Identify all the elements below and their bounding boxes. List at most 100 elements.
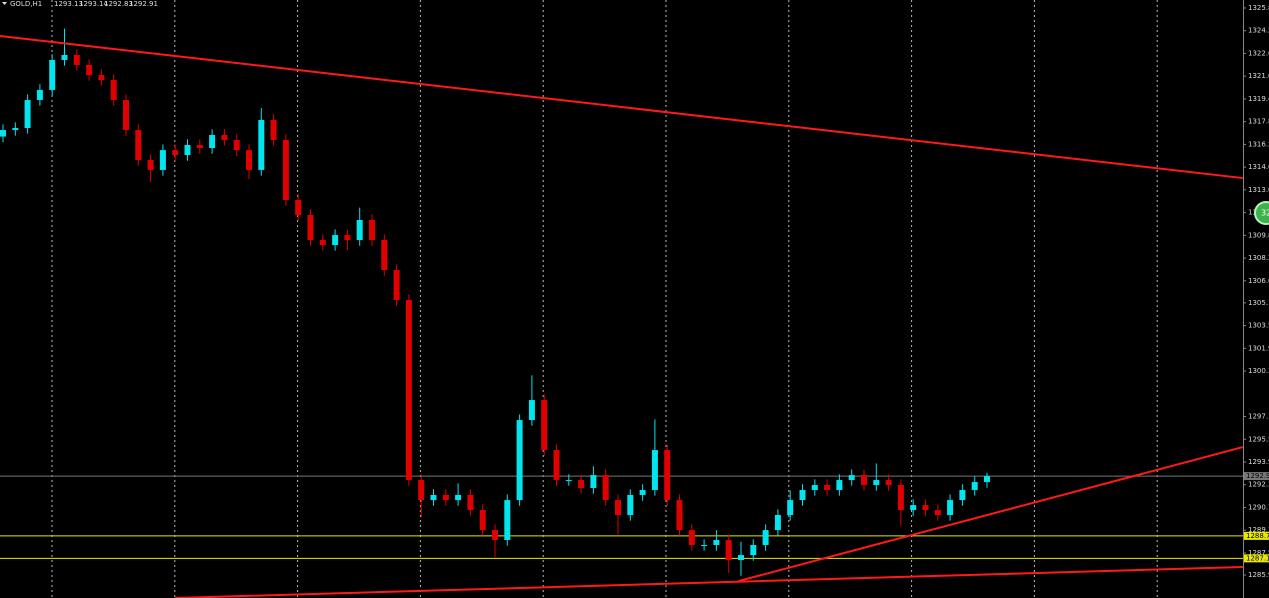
symbol: GOLD,H1 [10, 0, 42, 8]
y-tick-label: 1289.10 [1248, 526, 1269, 534]
candle-body [627, 494, 634, 516]
candle-body [0, 130, 6, 137]
y-tick-label: 1316.25 [1248, 140, 1269, 148]
candle-body [61, 54, 68, 60]
candle-body [344, 235, 351, 241]
candle-body [295, 199, 302, 216]
candle-body [651, 450, 658, 490]
candle-body [971, 482, 978, 490]
badge-label: 32 [1261, 209, 1269, 218]
trendline [738, 446, 1244, 583]
y-tick-label: 1303.50 [1248, 322, 1269, 330]
candle-body [159, 150, 166, 170]
level-label: 1287.12 [1246, 554, 1269, 562]
y-tick-label: 1301.90 [1248, 344, 1269, 352]
candle-body [565, 480, 572, 482]
y-tick-label: 1285.95 [1248, 571, 1269, 579]
candle-body [479, 510, 486, 531]
y-tick-label: 1290.70 [1248, 503, 1269, 511]
candle-body [701, 544, 708, 546]
candle-body [282, 139, 289, 200]
level-tag [1244, 554, 1269, 563]
candle-body [725, 540, 732, 561]
candle-body [934, 510, 941, 516]
candle-body [442, 494, 449, 501]
header-value: 1293.13 [54, 0, 83, 8]
candle-body [221, 135, 228, 140]
candle-body [787, 500, 794, 516]
y-tick-label: 1306.65 [1248, 277, 1269, 285]
candle-body [86, 64, 93, 76]
candle-body [49, 59, 56, 90]
candle-body [836, 480, 843, 490]
y-tick-label: 1319.45 [1248, 95, 1269, 103]
candle-body [578, 480, 585, 489]
candle-body [110, 80, 117, 101]
candle-body [750, 544, 757, 556]
candle-body [332, 235, 339, 245]
y-tick-label: 1287.50 [1248, 549, 1269, 557]
candle-body [418, 480, 425, 501]
y-tick-label: 1314.65 [1248, 163, 1269, 171]
candle-body [233, 139, 240, 151]
candle-body [147, 160, 154, 170]
candle-body [196, 144, 203, 149]
candle-body [762, 530, 769, 545]
candle-body [885, 480, 892, 486]
level-tag [1244, 531, 1269, 540]
candle-body [184, 144, 191, 156]
y-tick-label: 1295.50 [1248, 435, 1269, 443]
y-tick-label: 1292.30 [1248, 481, 1269, 489]
candle-body [615, 500, 621, 516]
candle-body [12, 128, 19, 131]
candle-body [405, 299, 412, 481]
candle-body [24, 100, 31, 129]
candle-body [602, 475, 609, 501]
candle-body [319, 240, 326, 245]
candle-body [258, 119, 265, 170]
trendline [175, 566, 1243, 598]
candle-body [639, 489, 646, 495]
candle-body [123, 100, 129, 131]
candle-body [676, 500, 683, 531]
candle-body [369, 219, 375, 241]
y-tick-label: 1308.25 [1248, 254, 1269, 262]
candle-body [467, 494, 474, 511]
trendline [0, 34, 1243, 180]
candle-body [492, 530, 498, 541]
candle-body [356, 219, 363, 241]
candle-body [861, 475, 867, 486]
candle-body [959, 489, 966, 501]
candle-body [393, 270, 400, 300]
y-tick-label: 1325.85 [1248, 4, 1269, 12]
candle-body [688, 530, 695, 545]
candle-body [984, 476, 990, 483]
candle-body [910, 505, 917, 511]
y-tick-label: 1313.05 [1248, 186, 1269, 194]
header-value: 1292.83 [104, 0, 133, 8]
candle-body [516, 420, 523, 501]
candle-body [590, 475, 597, 489]
candle-body [713, 540, 720, 545]
candle-body [824, 485, 831, 490]
y-tick-label: 1297.10 [1248, 413, 1269, 421]
candle-body [897, 485, 904, 511]
candle-body [922, 505, 929, 511]
candle-body [381, 240, 388, 271]
candle-body [811, 485, 818, 490]
candle-body [738, 555, 744, 561]
menu-arrow[interactable] [2, 2, 7, 5]
candle-body [947, 500, 954, 516]
candle-body [270, 119, 277, 140]
candle-body [172, 150, 179, 156]
candle-body [504, 500, 511, 541]
y-tick-label: 1293.90 [1248, 458, 1269, 466]
candle-body [528, 400, 535, 421]
candle-body [799, 489, 806, 501]
y-tick-label: 1317.85 [1248, 118, 1269, 126]
candle-body [455, 494, 462, 501]
candle-body [541, 400, 548, 451]
header-value: 1293.14 [79, 0, 108, 8]
